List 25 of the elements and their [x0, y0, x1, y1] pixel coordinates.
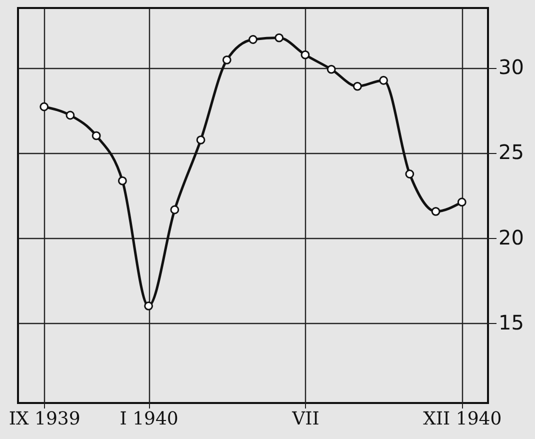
point [196, 136, 206, 144]
x-tick-label: VII [291, 408, 320, 430]
point [144, 302, 154, 310]
x-tick-label: I 1940 [120, 408, 178, 430]
point [300, 50, 310, 60]
y-tick-label: 30 [498, 55, 524, 80]
y-tick-label: 15 [498, 310, 524, 334]
point [92, 131, 101, 140]
point [405, 170, 414, 178]
y-tick-label: 25 [498, 140, 524, 164]
x-tick-label: IX 1939 [8, 408, 80, 430]
point [379, 76, 388, 85]
point [66, 110, 75, 120]
x-tick-label: XII 1940 [423, 408, 502, 430]
point [431, 207, 440, 216]
point [222, 55, 232, 64]
point [274, 33, 284, 42]
point [457, 198, 466, 207]
point [170, 205, 180, 214]
point [40, 102, 49, 112]
point [118, 176, 127, 186]
point [326, 64, 336, 74]
y-tick-label: 20 [498, 225, 524, 250]
point [352, 82, 362, 91]
point [248, 35, 258, 44]
